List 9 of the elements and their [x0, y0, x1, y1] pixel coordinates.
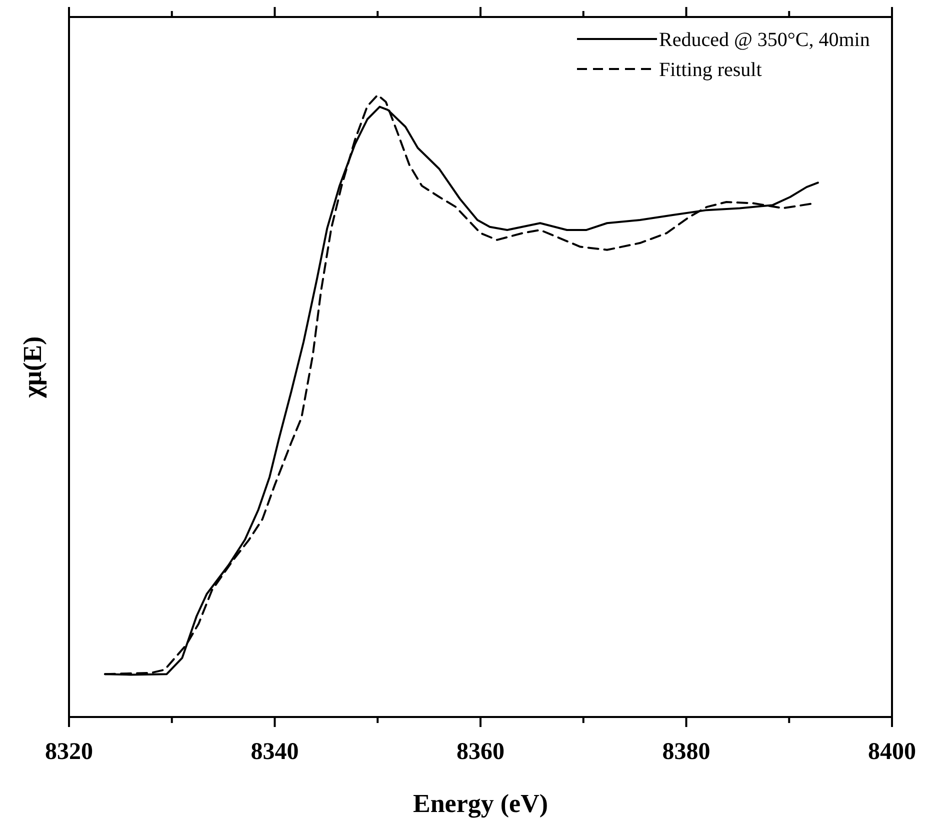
legend-label: Fitting result [659, 59, 762, 81]
x-tick-label: 8320 [45, 739, 93, 765]
legend-label: Reduced @ 350°C, 40min [659, 29, 870, 51]
x-tick-label: 8380 [662, 739, 710, 765]
x-axis-title: Energy (eV) [412, 789, 548, 818]
x-tick-label: 8340 [250, 739, 299, 765]
x-tick-label: 8400 [868, 739, 916, 765]
y-axis-title: χμ(E) [18, 336, 47, 399]
x-tick-label: 8360 [456, 739, 504, 765]
